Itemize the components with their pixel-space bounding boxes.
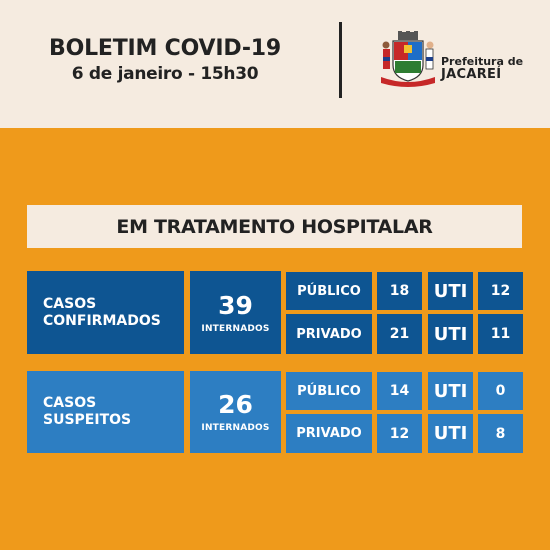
suspeitos-label: CASOS SUSPEITOS <box>27 371 184 453</box>
suspeitos-privado-label: PRIVADO <box>286 414 372 453</box>
suspeitos-count-label: INTERNADOS <box>201 423 270 433</box>
suspeitos-label-line2: SUSPEITOS <box>43 412 132 428</box>
prefeitura-label: Prefeitura de <box>441 55 524 68</box>
confirmados-publico-value: 18 <box>377 272 422 310</box>
suspeitos-privado-uti-value: 8 <box>478 414 523 453</box>
confirmados-privado-label: PRIVADO <box>286 314 372 354</box>
confirmados-label-line2: CONFIRMADOS <box>43 312 161 329</box>
suspeitos-total: 26 INTERNADOS <box>190 371 281 453</box>
confirmados-publico-uti-value: 12 <box>478 272 523 310</box>
section-banner: EM TRATAMENTO HOSPITALAR <box>27 205 522 248</box>
confirmados-label-line1: CASOS <box>43 295 97 312</box>
confirmados-count: 39 <box>218 290 253 320</box>
bulletin-title: BOLETIM COVID-19 <box>49 36 281 61</box>
suspeitos-privado-value: 12 <box>377 414 422 453</box>
suspeitos-count: 26 <box>218 390 253 419</box>
header: BOLETIM COVID-19 6 de janeiro - 15h30 Pr… <box>0 0 550 128</box>
suspeitos-label-line1: CASOS <box>43 395 97 411</box>
confirmados-label: CASOS CONFIRMADOS <box>27 271 184 354</box>
header-divider <box>339 22 342 98</box>
suspeitos-publico-uti-label: UTI <box>428 372 473 410</box>
confirmados-publico-label: PÚBLICO <box>286 272 372 310</box>
suspeitos-publico-uti-value: 0 <box>478 372 523 410</box>
confirmados-privado-value: 21 <box>377 314 422 354</box>
bulletin-date: 6 de janeiro - 15h30 <box>71 64 259 84</box>
city-crest-icon <box>381 31 435 87</box>
confirmados-total: 39 INTERNADOS <box>190 271 281 354</box>
city-name: JACAREÍ <box>441 67 502 82</box>
suspeitos-privado-uti-label: UTI <box>428 414 473 453</box>
confirmados-privado-uti-value: 11 <box>478 314 523 354</box>
suspeitos-publico-label: PÚBLICO <box>286 372 372 410</box>
confirmados-privado-uti-label: UTI <box>428 314 473 354</box>
confirmados-publico-uti-label: UTI <box>428 272 473 310</box>
confirmados-count-label: INTERNADOS <box>201 323 270 334</box>
suspeitos-publico-value: 14 <box>377 372 422 410</box>
